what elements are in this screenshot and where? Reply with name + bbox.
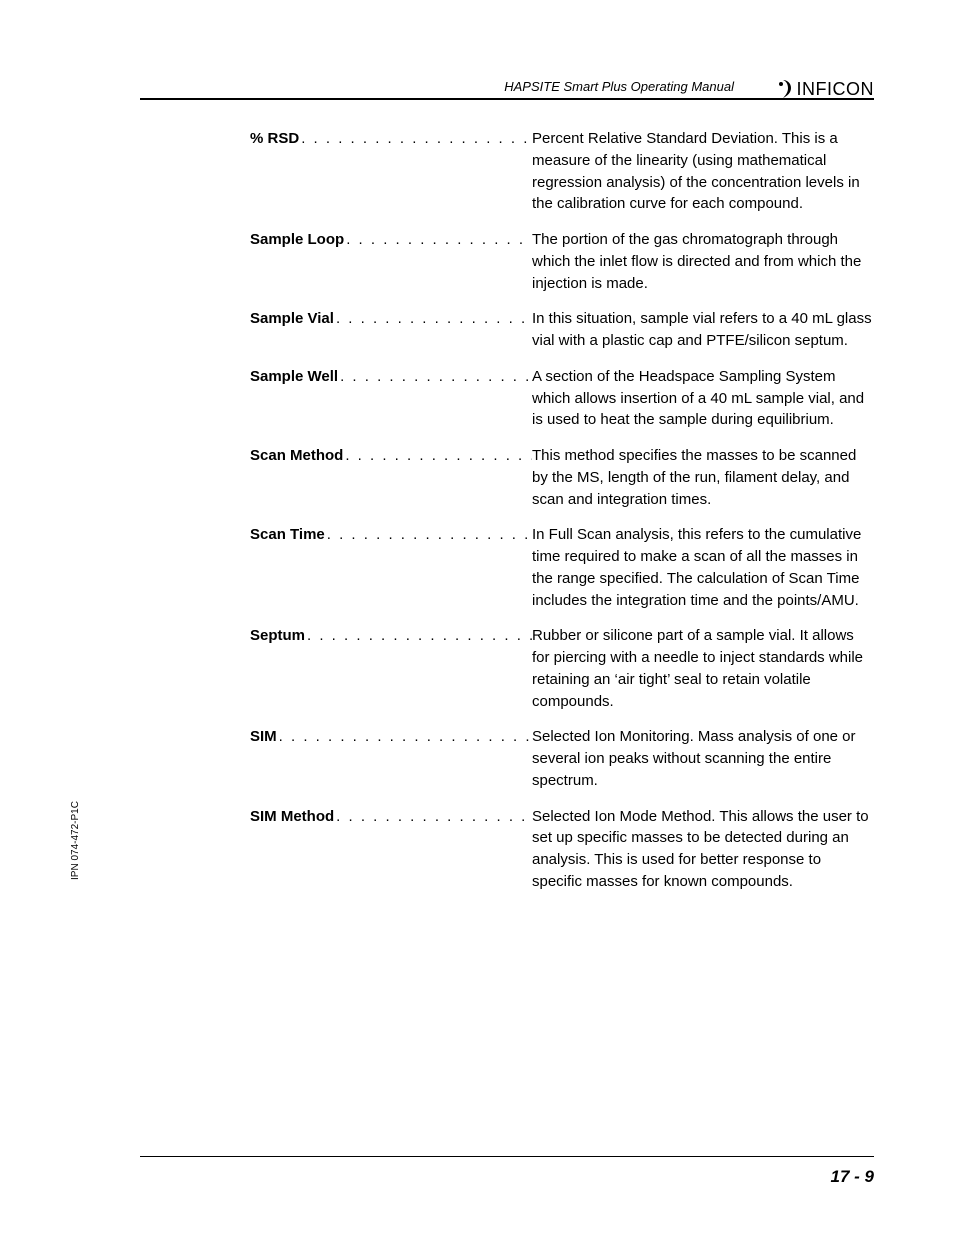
glossary-entry: Scan Time . . . . . . . . . . . . . . . …: [250, 524, 874, 611]
leader-dots: . . . . . . . . . . . . . . . . . . . . …: [277, 726, 532, 748]
term-wrap: Sample Well . . . . . . . . . . . . . . …: [250, 366, 532, 388]
leader-dots: . . . . . . . . . . . . . . . . . . . . …: [334, 806, 532, 828]
glossary-entry: SIM Method . . . . . . . . . . . . . . .…: [250, 806, 874, 893]
leader-dots: . . . . . . . . . . . . . . . . . . . . …: [344, 229, 532, 251]
glossary-term: Sample Well: [250, 366, 338, 388]
glossary-term: Septum: [250, 625, 305, 647]
footer-rule: [140, 1156, 874, 1157]
term-wrap: Septum . . . . . . . . . . . . . . . . .…: [250, 625, 532, 647]
glossary-definition: Selected Ion Monitoring. Mass analysis o…: [532, 726, 874, 791]
glossary-entry: % RSD . . . . . . . . . . . . . . . . . …: [250, 128, 874, 215]
glossary-entry: Sample Well . . . . . . . . . . . . . . …: [250, 366, 874, 431]
glossary-term: Scan Time: [250, 524, 325, 546]
brand-name: INFICON: [797, 79, 875, 100]
term-wrap: SIM Method . . . . . . . . . . . . . . .…: [250, 806, 532, 828]
glossary-definition: Rubber or silicone part of a sample vial…: [532, 625, 874, 712]
page: HAPSITE Smart Plus Operating Manual INFI…: [0, 0, 954, 1235]
leader-dots: . . . . . . . . . . . . . . . . . . . . …: [343, 445, 532, 467]
glossary-definition: A section of the Headspace Sampling Syst…: [532, 366, 874, 431]
term-wrap: Sample Loop . . . . . . . . . . . . . . …: [250, 229, 532, 251]
glossary-entry: Sample Vial . . . . . . . . . . . . . . …: [250, 308, 874, 352]
glossary-entry: SIM . . . . . . . . . . . . . . . . . . …: [250, 726, 874, 791]
term-wrap: SIM . . . . . . . . . . . . . . . . . . …: [250, 726, 532, 748]
glossary-definition: In Full Scan analysis, this refers to th…: [532, 524, 874, 611]
glossary-entry: Sample Loop . . . . . . . . . . . . . . …: [250, 229, 874, 294]
page-number: 17 - 9: [831, 1167, 874, 1187]
glossary-content: % RSD . . . . . . . . . . . . . . . . . …: [250, 128, 874, 893]
term-wrap: Sample Vial . . . . . . . . . . . . . . …: [250, 308, 532, 330]
glossary-entry: Scan Method . . . . . . . . . . . . . . …: [250, 445, 874, 510]
glossary-term: SIM: [250, 726, 277, 748]
brand-logo: INFICON: [777, 78, 875, 100]
leader-dots: . . . . . . . . . . . . . . . . . . . . …: [325, 524, 532, 546]
glossary-definition: Selected Ion Mode Method. This allows th…: [532, 806, 874, 893]
glossary-term: % RSD: [250, 128, 299, 150]
glossary-term: Scan Method: [250, 445, 343, 467]
term-wrap: Scan Method . . . . . . . . . . . . . . …: [250, 445, 532, 467]
glossary-definition: Percent Relative Standard Deviation. Thi…: [532, 128, 874, 215]
glossary-definition: The portion of the gas chromatograph thr…: [532, 229, 874, 294]
leader-dots: . . . . . . . . . . . . . . . . . . . . …: [334, 308, 532, 330]
glossary-term: Sample Loop: [250, 229, 344, 251]
glossary-definition: This method specifies the masses to be s…: [532, 445, 874, 510]
side-label: IPN 074-472-P1C: [70, 801, 81, 880]
glossary-entry: Septum . . . . . . . . . . . . . . . . .…: [250, 625, 874, 712]
logo-icon: [777, 78, 795, 100]
term-wrap: Scan Time . . . . . . . . . . . . . . . …: [250, 524, 532, 546]
glossary-term: Sample Vial: [250, 308, 334, 330]
leader-dots: . . . . . . . . . . . . . . . . . . . . …: [338, 366, 532, 388]
glossary-definition: In this situation, sample vial refers to…: [532, 308, 874, 352]
leader-dots: . . . . . . . . . . . . . . . . . . . . …: [305, 625, 532, 647]
page-header: HAPSITE Smart Plus Operating Manual INFI…: [140, 60, 874, 100]
glossary-term: SIM Method: [250, 806, 334, 828]
leader-dots: . . . . . . . . . . . . . . . . . . . . …: [299, 128, 532, 150]
manual-title: HAPSITE Smart Plus Operating Manual: [504, 79, 734, 94]
term-wrap: % RSD . . . . . . . . . . . . . . . . . …: [250, 128, 532, 150]
